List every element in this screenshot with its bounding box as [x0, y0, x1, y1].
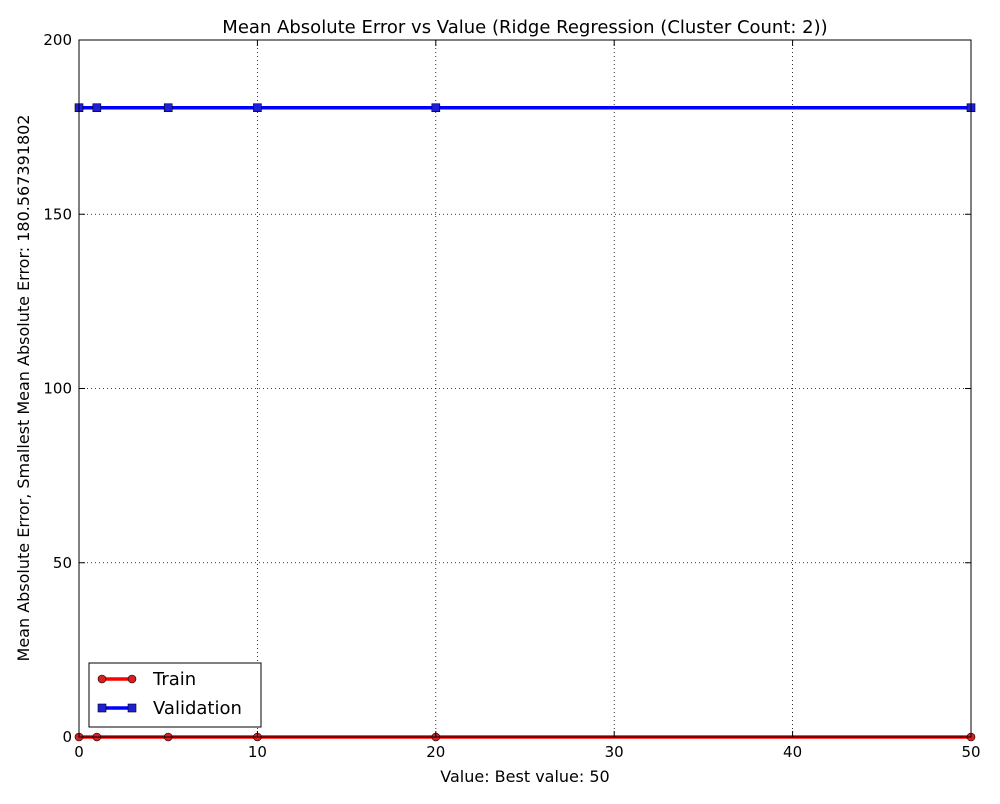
x-axis-label: Value: Best value: 50: [440, 767, 609, 786]
legend-marker: [127, 674, 137, 684]
y-tick-label: 50: [53, 554, 72, 572]
y-tick-label: 150: [43, 205, 72, 223]
x-tick-label: 20: [426, 743, 445, 761]
plot-frame: [78, 39, 972, 738]
data-point-validation: [253, 103, 262, 113]
legend-label: Validation: [153, 698, 242, 719]
data-point-validation: [163, 103, 173, 113]
legend-label: Train: [152, 669, 196, 690]
legend: Train Validation: [88, 662, 262, 728]
legend-item-train: Train: [97, 669, 196, 690]
data-point-validation: [431, 103, 441, 113]
x-tick-label: 40: [783, 743, 802, 761]
legend-marker: [97, 674, 107, 684]
y-tick-label: 100: [43, 380, 72, 398]
series-layer: [74, 103, 976, 742]
plot-border: [78, 39, 972, 738]
x-tick-label: 30: [605, 743, 624, 761]
series-validation: [74, 103, 976, 113]
axis-ticks: 0 10 20 30 40 50 0 50 100 150 200: [43, 31, 980, 761]
grid: [79, 40, 971, 737]
y-tick-label: 0: [62, 728, 72, 746]
x-tick-label: 50: [961, 743, 980, 761]
y-axis-label: Mean Absolute Error, Smallest Mean Absol…: [14, 115, 33, 662]
legend-box: [88, 662, 262, 728]
x-tick-label: 10: [248, 743, 267, 761]
chart-title: Mean Absolute Error vs Value (Ridge Regr…: [222, 17, 827, 38]
legend-marker: [127, 703, 137, 713]
legend-marker: [97, 703, 107, 713]
y-tick-label: 200: [43, 31, 72, 49]
x-tick-label: 0: [74, 743, 84, 761]
legend-item-validation: Validation: [97, 698, 242, 719]
data-point-validation: [92, 103, 102, 113]
